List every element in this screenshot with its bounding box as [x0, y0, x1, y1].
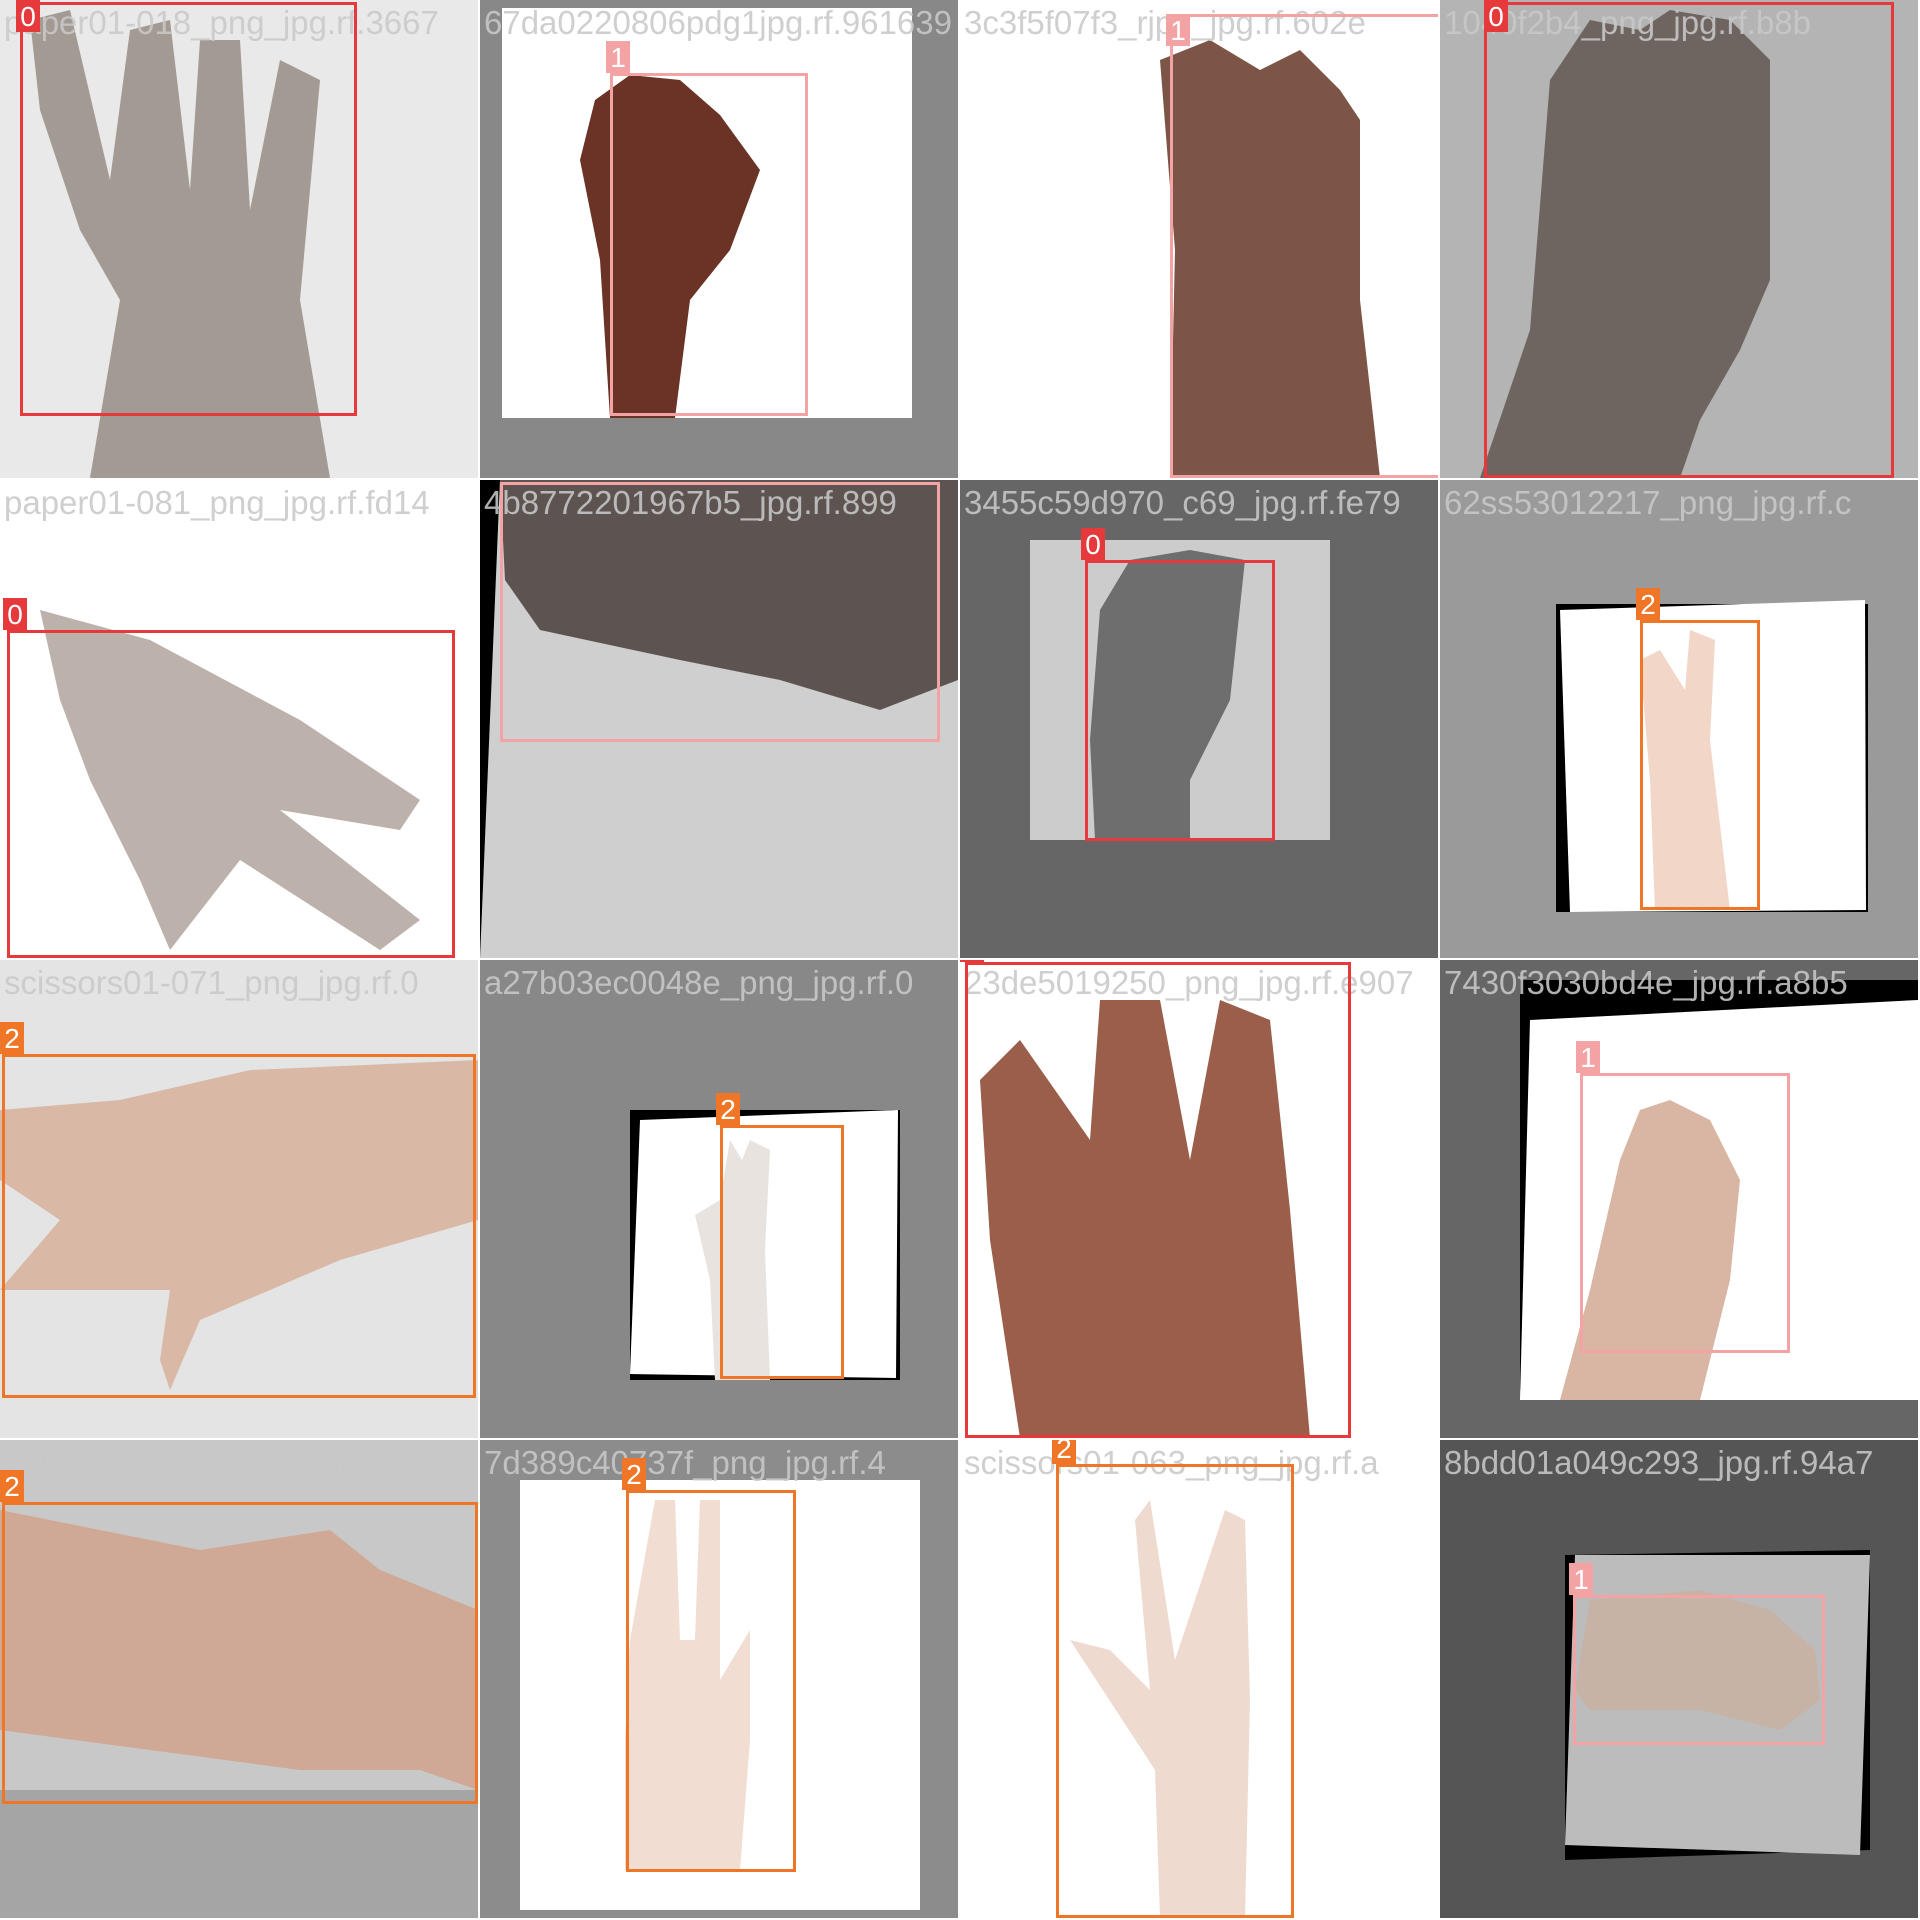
hand-photo	[960, 960, 1438, 1438]
image-filename: scissors01-063_png_jpg.rf.a	[964, 1444, 1379, 1481]
image-filename: 62ss53012217_png_jpg.rf.c	[1444, 484, 1852, 521]
bounding-box	[965, 962, 1351, 1438]
mosaic-tile: paper01-018_png_jpg.rf.3667 0	[0, 0, 478, 478]
hand-photo	[1440, 480, 1918, 958]
hand-photo	[960, 480, 1438, 958]
bounding-box	[500, 482, 940, 742]
image-filename: 8bdd01a049c293_jpg.rf.94a7	[1444, 1444, 1874, 1481]
mosaic-tile: scissors01-063_png_jpg.rf.a 2	[960, 1440, 1438, 1918]
mosaic-tile: 7430f3030bd4e_jpg.rf.a8b5 1	[1440, 960, 1918, 1438]
hand-photo	[480, 1440, 958, 1918]
hand-photo	[0, 960, 478, 1438]
class-label: 0	[1484, 0, 1508, 32]
mosaic-tile: 67da0220806pdg1jpg.rf.961639 1	[480, 0, 958, 478]
hand-photo	[480, 0, 958, 478]
mosaic-tile: a27b03ec0048e_png_jpg.rf.0 2	[480, 960, 958, 1438]
bounding-box	[1056, 1464, 1294, 1918]
class-label: 1	[606, 41, 630, 73]
bounding-box	[2, 1502, 478, 1804]
class-label: 2	[1052, 1440, 1076, 1464]
mosaic-tile: 1040f2b4_png_jpg.rf.b8b 0	[1440, 0, 1918, 478]
hand-photo	[1440, 1440, 1918, 1918]
image-filename: 7d389c40737f_png_jpg.rf.4	[484, 1444, 886, 1481]
image-filename: scissors01-071_png_jpg.rf.0	[4, 964, 419, 1001]
mosaic-tile: 7d389c40737f_png_jpg.rf.4 2	[480, 1440, 958, 1918]
hand-photo	[0, 480, 478, 958]
class-label: 0	[960, 960, 984, 962]
class-label: 1	[1166, 14, 1190, 46]
hand-photo	[960, 0, 1438, 478]
hand-photo	[480, 960, 958, 1438]
mosaic-tile: 8bdd01a049c293_jpg.rf.94a7 1	[1440, 1440, 1918, 1918]
bounding-box	[2, 1054, 476, 1398]
mosaic-tile: 23de5019250_png_jpg.rf.e907 0	[960, 960, 1438, 1438]
bounding-box	[7, 630, 455, 958]
class-label: 0	[3, 598, 27, 630]
image-filename: 4b8772201967b5_jpg.rf.899	[484, 484, 897, 521]
image-filename: 3455c59d970_c69_jpg.rf.fe79	[964, 484, 1401, 521]
bounding-box	[1640, 620, 1760, 910]
bounding-box	[626, 1490, 796, 1872]
mosaic-tile: scissors01-071_png_jpg.rf.0 2	[0, 960, 478, 1438]
mosaic-tile: 3c3f5f07f3_rjpg_jpg.rf.602e 1	[960, 0, 1438, 478]
hand-photo	[0, 1440, 478, 1918]
mosaic-tile: 4b8772201967b5_jpg.rf.899 1	[480, 480, 958, 958]
bounding-box	[1580, 1073, 1790, 1353]
image-filename: 23de5019250_png_jpg.rf.e907	[964, 964, 1414, 1001]
bounding-box	[20, 2, 357, 416]
class-label: 2	[0, 1022, 24, 1054]
image-filename: paper01-018_png_jpg.rf.3667	[4, 4, 439, 41]
mosaic-tile: 3455c59d970_c69_jpg.rf.fe79 0	[960, 480, 1438, 958]
class-label: 2	[1636, 588, 1660, 620]
bounding-box	[610, 73, 808, 416]
class-label: 1	[1569, 1563, 1593, 1595]
hand-photo	[960, 1440, 1438, 1918]
mosaic-tile: paper01-081_png_jpg.rf.fd14 0	[0, 480, 478, 958]
class-label: 2	[622, 1458, 646, 1490]
mosaic-tile: 62ss53012217_png_jpg.rf.c 2	[1440, 480, 1918, 958]
hand-photo	[0, 0, 478, 478]
bounding-box	[1170, 14, 1438, 478]
bounding-box	[1085, 560, 1275, 841]
class-label: 2	[716, 1093, 740, 1125]
bounding-box	[1484, 2, 1894, 478]
bounding-box	[720, 1125, 844, 1379]
image-filename: 3c3f5f07f3_rjpg_jpg.rf.602e	[964, 4, 1366, 41]
class-label: 1	[1576, 1041, 1600, 1073]
hand-photo	[1440, 960, 1918, 1438]
image-filename: 67da0220806pdg1jpg.rf.961639	[484, 4, 952, 41]
image-filename: a27b03ec0048e_png_jpg.rf.0	[484, 964, 914, 1001]
image-filename: paper01-081_png_jpg.rf.fd14	[4, 484, 430, 521]
image-filename: scissors01-106_png_jpg.rf.d	[4, 1444, 419, 1481]
class-label: 0	[16, 0, 40, 32]
image-filename: 7430f3030bd4e_jpg.rf.a8b5	[1444, 964, 1848, 1001]
hand-photo	[480, 480, 958, 958]
mosaic-tile: scissors01-106_png_jpg.rf.d 2	[0, 1440, 478, 1918]
class-label: 2	[0, 1470, 24, 1502]
class-label: 0	[1081, 528, 1105, 560]
hand-photo	[1440, 0, 1918, 478]
bounding-box	[1573, 1595, 1825, 1745]
